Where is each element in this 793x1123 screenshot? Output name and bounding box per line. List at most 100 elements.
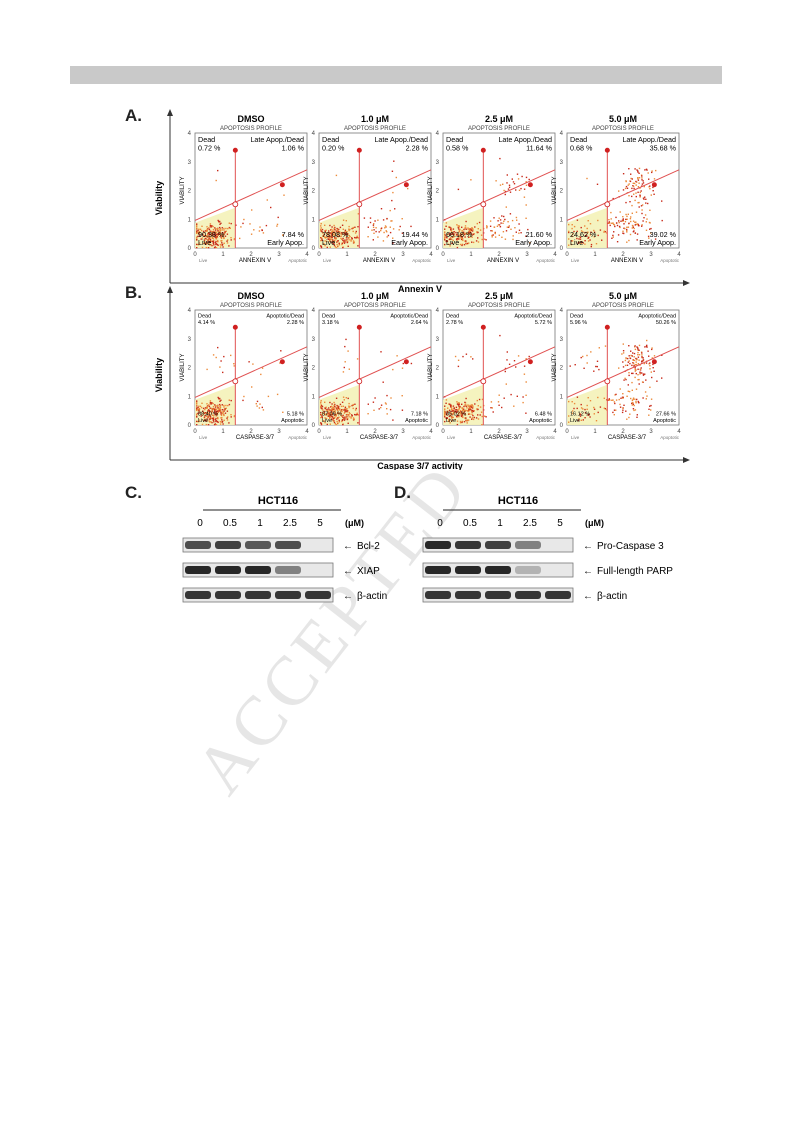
scatter-point xyxy=(515,366,517,368)
scatter-point xyxy=(491,407,493,409)
scatter-point xyxy=(266,199,268,201)
scatter-point xyxy=(631,178,633,180)
scatter-point xyxy=(573,407,575,410)
scatter-point xyxy=(322,411,325,414)
scatter-point xyxy=(386,413,388,415)
scatter-point xyxy=(206,235,208,237)
scatter-point xyxy=(224,235,227,237)
scatter-point xyxy=(634,370,636,372)
scatter-point xyxy=(632,220,635,222)
plot-profile-label: APOPTOSIS PROFILE xyxy=(468,126,530,132)
scatter-point xyxy=(463,231,465,233)
scatter-point xyxy=(635,195,637,198)
scatter-point xyxy=(445,225,447,227)
quad-bl-value: 78.08 % xyxy=(322,230,349,239)
scatter-point xyxy=(636,416,638,418)
scatter-point xyxy=(570,243,573,246)
quad-bl-value: 24.62 % xyxy=(570,230,597,239)
scatter-point xyxy=(394,208,396,210)
scatter-point xyxy=(222,246,224,248)
scatter-point xyxy=(349,228,351,231)
scatter-point xyxy=(198,408,201,411)
scatter-point xyxy=(228,222,230,224)
scatter-point xyxy=(471,227,473,229)
scatter-point xyxy=(221,229,223,231)
scatter-point xyxy=(457,225,459,227)
scatter-point xyxy=(221,419,223,421)
scatter-point xyxy=(401,409,404,411)
scatter-point xyxy=(227,416,229,418)
scatter-point xyxy=(356,412,358,414)
quad-tr-label: Late Apop./Dead xyxy=(374,135,428,144)
scatter-point xyxy=(208,241,211,243)
scatter-point xyxy=(211,409,213,411)
scatter-point xyxy=(214,232,217,234)
blot-label: XIAP xyxy=(357,566,380,577)
x-tick-label: 4 xyxy=(305,429,309,435)
scatter-point xyxy=(198,405,200,407)
scatter-point xyxy=(348,229,350,232)
blot-band xyxy=(425,566,451,574)
scatter-point xyxy=(508,184,511,186)
scatter-point xyxy=(344,231,346,233)
scatter-point xyxy=(332,408,334,410)
scatter-point xyxy=(628,360,630,362)
scatter-point xyxy=(629,180,632,183)
scatter-point xyxy=(503,189,505,192)
x-tick-label: 2 xyxy=(373,252,377,258)
scatter-point xyxy=(638,182,640,184)
scatter-point xyxy=(477,231,479,234)
scatter-point xyxy=(568,223,570,226)
scatter-point xyxy=(612,223,615,225)
scatter-point xyxy=(603,230,606,232)
scatter-point xyxy=(464,417,466,419)
scatter-point xyxy=(580,230,583,232)
scatter-point xyxy=(586,408,588,410)
scatter-point xyxy=(322,409,324,411)
scatter-point xyxy=(320,230,322,232)
scatter-point xyxy=(351,414,353,416)
scatter-point xyxy=(333,240,335,243)
quad-tr-value: 2.28 % xyxy=(287,320,304,326)
y-tick-label: 4 xyxy=(188,308,192,314)
quad-bl-label: Live xyxy=(446,238,459,247)
scatter-point xyxy=(464,227,466,229)
scatter-point xyxy=(202,242,205,245)
quad-br-label: Apoptotic xyxy=(653,418,676,424)
scatter-point xyxy=(407,187,409,190)
scatter-point xyxy=(645,221,647,223)
scatter-point xyxy=(582,231,584,233)
y-tick-label: 1 xyxy=(560,394,564,400)
scatter-point xyxy=(328,230,330,232)
gate-handle-right xyxy=(403,182,409,188)
scatter-point xyxy=(201,414,204,416)
scatter-point xyxy=(322,234,325,237)
scatter-point xyxy=(634,224,636,226)
scatter-point xyxy=(618,221,620,224)
scatter-point xyxy=(346,233,349,235)
cell-line-label: HCT116 xyxy=(498,495,538,507)
scatter-point xyxy=(255,403,257,405)
scatter-point xyxy=(612,399,614,401)
scatter-point xyxy=(477,408,479,411)
scatter-point xyxy=(214,406,217,408)
scatter-point xyxy=(326,423,328,426)
scatter-point xyxy=(198,231,201,234)
scatter-point xyxy=(504,218,506,221)
scatter-point xyxy=(650,404,652,407)
x-axis-label: Annexin V xyxy=(398,284,442,293)
scatter-point xyxy=(209,241,212,243)
scatter-point xyxy=(212,233,214,235)
blot-band xyxy=(245,541,271,549)
scatter-point xyxy=(465,232,467,235)
scatter-point xyxy=(621,353,623,355)
scatter-point xyxy=(220,234,222,236)
scatter-point xyxy=(392,419,394,421)
scatter-point xyxy=(458,416,460,418)
scatter-point xyxy=(448,419,450,421)
scatter-point xyxy=(455,406,458,408)
x-tick-label: 1 xyxy=(221,252,225,258)
scatter-point xyxy=(641,381,644,383)
plot-x-label: CASPASE-3/7 xyxy=(360,435,399,441)
